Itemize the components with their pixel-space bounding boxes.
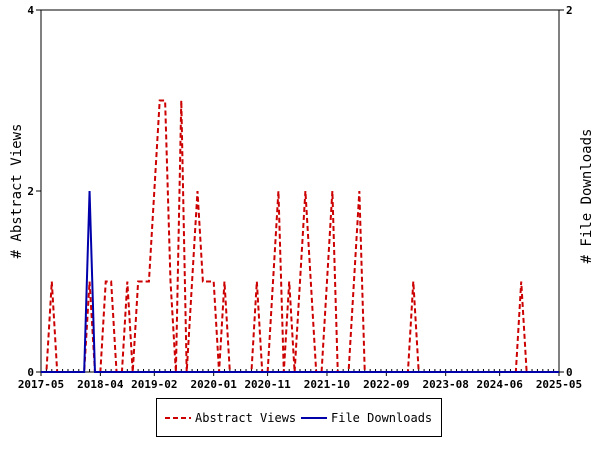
x-tick-label: 2024-06	[476, 378, 523, 391]
legend-swatch-solid	[301, 417, 327, 419]
x-tick-label: 2025-05	[536, 378, 582, 391]
x-tick-label: 2021-10	[304, 378, 350, 391]
plot-area	[40, 9, 560, 373]
tick-labels: 2017-05 2018-04 2019-02 2020-01 2020-11 2021-…	[18, 4, 582, 391]
legend-item-file-downloads: File Downloads	[301, 411, 432, 425]
y-right-tick-label: 0	[566, 366, 573, 379]
x-tick-label: 2018-04	[77, 378, 124, 391]
series-lines	[41, 99, 559, 373]
y-right-tick-label: 2	[566, 4, 573, 17]
series-line-abstract-views	[41, 99, 559, 373]
x-tick-label: 2017-05	[18, 378, 64, 391]
y-axis-right-title: # File Downloads	[579, 129, 595, 264]
series-line-file-downloads	[41, 190, 559, 373]
y-left-tick-label: 0	[27, 366, 34, 379]
legend-item-abstract-views: Abstract Views	[165, 411, 296, 425]
legend: Abstract Views File Downloads	[156, 398, 442, 437]
legend-label: File Downloads	[331, 411, 433, 425]
y-left-tick-label: 2	[27, 185, 34, 198]
y-left-tick-label: 4	[27, 4, 34, 17]
x-tick-label: 2023-08	[423, 378, 469, 391]
x-tick-label: 2022-09	[363, 378, 409, 391]
x-tick-label: 2019-02	[131, 378, 177, 391]
x-tick-label: 2020-11	[244, 378, 291, 391]
y-axis-left-title: # Abstract Views	[9, 124, 25, 259]
legend-swatch-dashed	[165, 417, 191, 419]
x-tick-label: 2020-01	[190, 378, 237, 391]
legend-label: Abstract Views	[195, 411, 297, 425]
